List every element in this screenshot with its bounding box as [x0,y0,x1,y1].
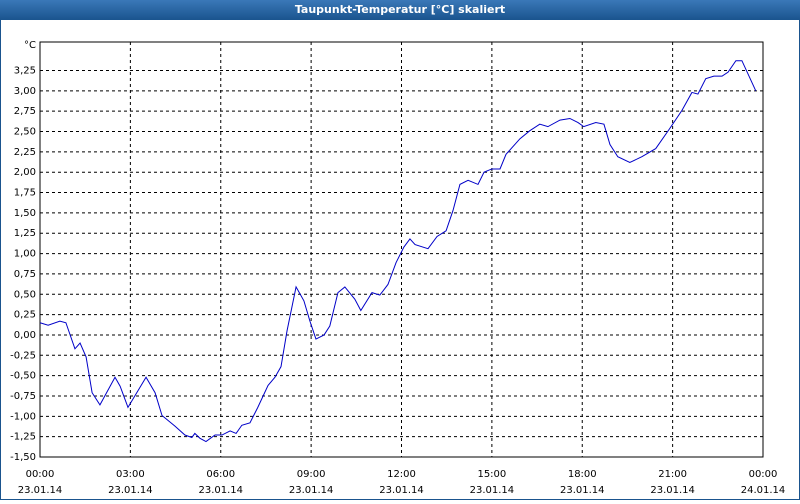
x-tick-label: 15:00 [477,469,506,480]
y-tick-label: 2,00 [14,167,36,178]
x-tick-label: 12:00 [387,469,416,480]
y-tick-label: -1,00 [10,411,36,422]
y-tick-label: -0,25 [10,350,36,361]
x-tick-label: 09:00 [297,469,326,480]
y-tick-label: 0,00 [14,330,36,341]
y-tick-label: 2,50 [14,127,36,138]
y-tick-label: 1,50 [14,208,36,219]
x-tick-label: 06:00 [206,469,235,480]
y-tick-label: 1,75 [14,188,36,199]
y-tick-label: 2,25 [14,147,36,158]
y-tick-label: 3,00 [14,86,36,97]
y-tick-label: 2,75 [14,106,36,117]
x-tick-label: 00:00 [749,469,778,480]
y-tick-label: -0,75 [10,391,36,402]
y-tick-label: 3,25 [14,65,36,76]
y-tick-label: 0,50 [14,289,36,300]
data-line [39,60,757,443]
y-unit-label: °C [24,40,36,51]
x-tick-date: 23.01.14 [289,485,334,496]
x-tick-date: 23.01.14 [108,485,153,496]
y-tick-label: -0,50 [10,371,36,382]
y-tick-label: -1,25 [10,432,36,443]
x-tick-date: 24.01.14 [741,485,786,496]
chart-title: Taupunkt-Temperatur [°C] skaliert [295,3,505,16]
x-tick-date: 23.01.14 [470,485,515,496]
x-tick-date: 23.01.14 [379,485,424,496]
y-tick-label: 1,00 [14,249,36,260]
y-tick-label: 0,75 [14,269,36,280]
x-tick-label: 21:00 [658,469,687,480]
plot-border [39,41,764,458]
x-tick-label: 03:00 [116,469,145,480]
x-tick-date: 23.01.14 [650,485,695,496]
x-tick-label: 18:00 [568,469,597,480]
title-bar [0,0,800,20]
y-tick-label: 1,25 [14,228,36,239]
x-tick-date: 23.01.14 [198,485,243,496]
x-tick-date: 23.01.14 [560,485,605,496]
y-tick-label: 0,25 [14,310,36,321]
x-tick-date: 23.01.14 [18,485,63,496]
y-tick-label: -1,50 [10,452,36,463]
x-tick-label: 00:00 [26,469,55,480]
